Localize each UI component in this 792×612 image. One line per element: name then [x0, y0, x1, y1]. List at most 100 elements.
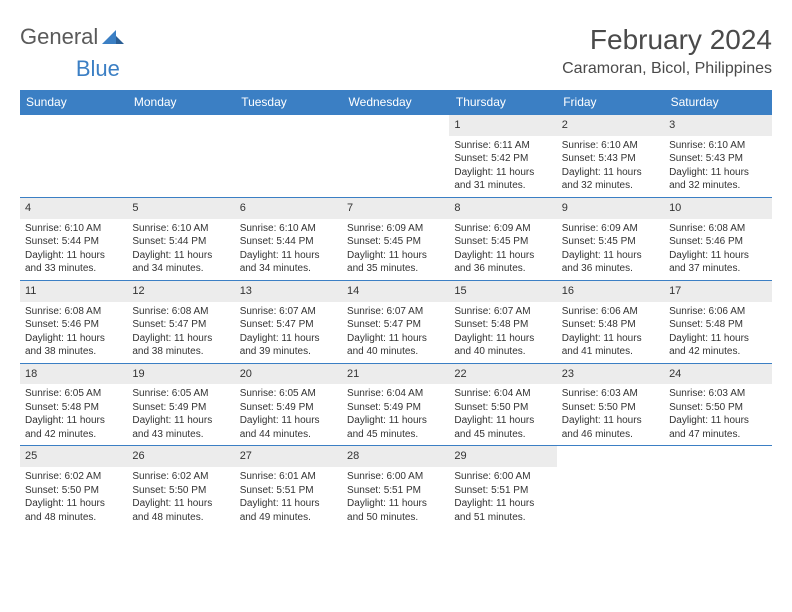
- brand-logo: General: [20, 24, 126, 50]
- day-sunset-line: Sunset: 5:50 PM: [669, 401, 766, 415]
- calendar-cell: 18Sunrise: 6:05 AMSunset: 5:48 PMDayligh…: [20, 363, 127, 446]
- day-number: 5: [127, 198, 234, 219]
- day-daylight2-line: and 34 minutes.: [132, 262, 229, 276]
- day-details: Sunrise: 6:10 AMSunset: 5:43 PMDaylight:…: [664, 136, 771, 197]
- day-details: Sunrise: 6:02 AMSunset: 5:50 PMDaylight:…: [20, 467, 127, 528]
- day-daylight2-line: and 34 minutes.: [240, 262, 337, 276]
- day-daylight1-line: Daylight: 11 hours: [132, 332, 229, 346]
- day-sunrise-line: Sunrise: 6:05 AM: [132, 387, 229, 401]
- day-sunrise-line: Sunrise: 6:07 AM: [454, 305, 551, 319]
- day-details: Sunrise: 6:05 AMSunset: 5:49 PMDaylight:…: [235, 384, 342, 445]
- day-sunrise-line: Sunrise: 6:05 AM: [25, 387, 122, 401]
- day-sunset-line: Sunset: 5:49 PM: [240, 401, 337, 415]
- day-number: 26: [127, 446, 234, 467]
- day-sunrise-line: Sunrise: 6:10 AM: [25, 222, 122, 236]
- calendar-cell: [557, 446, 664, 528]
- day-sunset-line: Sunset: 5:50 PM: [454, 401, 551, 415]
- day-daylight1-line: Daylight: 11 hours: [240, 249, 337, 263]
- day-sunrise-line: Sunrise: 6:04 AM: [454, 387, 551, 401]
- day-sunrise-line: Sunrise: 6:05 AM: [240, 387, 337, 401]
- day-details: Sunrise: 6:10 AMSunset: 5:44 PMDaylight:…: [235, 219, 342, 280]
- day-sunrise-line: Sunrise: 6:00 AM: [347, 470, 444, 484]
- calendar-body: 1Sunrise: 6:11 AMSunset: 5:42 PMDaylight…: [20, 115, 772, 529]
- day-sunset-line: Sunset: 5:50 PM: [562, 401, 659, 415]
- day-number: 2: [557, 115, 664, 136]
- day-daylight1-line: Daylight: 11 hours: [347, 332, 444, 346]
- day-sunset-line: Sunset: 5:47 PM: [240, 318, 337, 332]
- calendar-cell: 4Sunrise: 6:10 AMSunset: 5:44 PMDaylight…: [20, 197, 127, 280]
- calendar-page: General February 2024 Caramoran, Bicol, …: [0, 0, 792, 548]
- calendar-cell: 28Sunrise: 6:00 AMSunset: 5:51 PMDayligh…: [342, 446, 449, 528]
- calendar-cell: [127, 115, 234, 198]
- day-details: Sunrise: 6:06 AMSunset: 5:48 PMDaylight:…: [664, 302, 771, 363]
- day-daylight1-line: Daylight: 11 hours: [347, 249, 444, 263]
- day-details: Sunrise: 6:07 AMSunset: 5:47 PMDaylight:…: [342, 302, 449, 363]
- day-sunrise-line: Sunrise: 6:03 AM: [669, 387, 766, 401]
- day-daylight1-line: Daylight: 11 hours: [240, 332, 337, 346]
- day-number: 12: [127, 281, 234, 302]
- calendar-cell: 19Sunrise: 6:05 AMSunset: 5:49 PMDayligh…: [127, 363, 234, 446]
- day-details: Sunrise: 6:07 AMSunset: 5:47 PMDaylight:…: [235, 302, 342, 363]
- day-daylight1-line: Daylight: 11 hours: [25, 332, 122, 346]
- day-sunset-line: Sunset: 5:44 PM: [25, 235, 122, 249]
- day-sunset-line: Sunset: 5:45 PM: [347, 235, 444, 249]
- calendar-cell: [235, 115, 342, 198]
- calendar-cell: 16Sunrise: 6:06 AMSunset: 5:48 PMDayligh…: [557, 280, 664, 363]
- calendar-cell: 21Sunrise: 6:04 AMSunset: 5:49 PMDayligh…: [342, 363, 449, 446]
- calendar-cell: [20, 115, 127, 198]
- day-details: [20, 133, 127, 140]
- day-daylight2-line: and 38 minutes.: [25, 345, 122, 359]
- day-details: Sunrise: 6:04 AMSunset: 5:50 PMDaylight:…: [449, 384, 556, 445]
- day-daylight2-line: and 42 minutes.: [669, 345, 766, 359]
- day-daylight2-line: and 38 minutes.: [132, 345, 229, 359]
- day-sunset-line: Sunset: 5:48 PM: [25, 401, 122, 415]
- day-sunrise-line: Sunrise: 6:10 AM: [240, 222, 337, 236]
- day-daylight1-line: Daylight: 11 hours: [132, 497, 229, 511]
- day-number: [20, 115, 127, 133]
- day-daylight2-line: and 32 minutes.: [669, 179, 766, 193]
- dayhdr-fri: Friday: [557, 90, 664, 115]
- day-daylight1-line: Daylight: 11 hours: [562, 414, 659, 428]
- day-details: Sunrise: 6:06 AMSunset: 5:48 PMDaylight:…: [557, 302, 664, 363]
- day-number: 6: [235, 198, 342, 219]
- day-daylight1-line: Daylight: 11 hours: [347, 497, 444, 511]
- day-sunset-line: Sunset: 5:50 PM: [132, 484, 229, 498]
- day-sunset-line: Sunset: 5:48 PM: [562, 318, 659, 332]
- day-sunrise-line: Sunrise: 6:09 AM: [347, 222, 444, 236]
- calendar-cell: 12Sunrise: 6:08 AMSunset: 5:47 PMDayligh…: [127, 280, 234, 363]
- day-number: 27: [235, 446, 342, 467]
- day-details: Sunrise: 6:01 AMSunset: 5:51 PMDaylight:…: [235, 467, 342, 528]
- day-daylight1-line: Daylight: 11 hours: [669, 249, 766, 263]
- day-sunset-line: Sunset: 5:47 PM: [132, 318, 229, 332]
- calendar-cell: 5Sunrise: 6:10 AMSunset: 5:44 PMDaylight…: [127, 197, 234, 280]
- day-details: Sunrise: 6:08 AMSunset: 5:46 PMDaylight:…: [20, 302, 127, 363]
- day-daylight2-line: and 46 minutes.: [562, 428, 659, 442]
- day-details: Sunrise: 6:09 AMSunset: 5:45 PMDaylight:…: [449, 219, 556, 280]
- dayhdr-mon: Monday: [127, 90, 234, 115]
- day-daylight1-line: Daylight: 11 hours: [562, 249, 659, 263]
- calendar-week-row: 25Sunrise: 6:02 AMSunset: 5:50 PMDayligh…: [20, 446, 772, 528]
- day-sunset-line: Sunset: 5:44 PM: [132, 235, 229, 249]
- calendar-cell: 27Sunrise: 6:01 AMSunset: 5:51 PMDayligh…: [235, 446, 342, 528]
- day-sunset-line: Sunset: 5:46 PM: [25, 318, 122, 332]
- day-daylight2-line: and 45 minutes.: [347, 428, 444, 442]
- day-sunset-line: Sunset: 5:45 PM: [454, 235, 551, 249]
- day-number: 23: [557, 364, 664, 385]
- day-sunrise-line: Sunrise: 6:07 AM: [347, 305, 444, 319]
- day-number: 1: [449, 115, 556, 136]
- day-sunset-line: Sunset: 5:43 PM: [562, 152, 659, 166]
- day-daylight2-line: and 43 minutes.: [132, 428, 229, 442]
- day-details: [342, 133, 449, 140]
- day-daylight1-line: Daylight: 11 hours: [25, 497, 122, 511]
- day-daylight2-line: and 31 minutes.: [454, 179, 551, 193]
- day-details: Sunrise: 6:00 AMSunset: 5:51 PMDaylight:…: [342, 467, 449, 528]
- day-details: Sunrise: 6:00 AMSunset: 5:51 PMDaylight:…: [449, 467, 556, 528]
- day-daylight1-line: Daylight: 11 hours: [132, 414, 229, 428]
- day-number: 16: [557, 281, 664, 302]
- day-details: Sunrise: 6:11 AMSunset: 5:42 PMDaylight:…: [449, 136, 556, 197]
- calendar-cell: [342, 115, 449, 198]
- day-sunset-line: Sunset: 5:46 PM: [669, 235, 766, 249]
- day-number: 4: [20, 198, 127, 219]
- day-details: [235, 133, 342, 140]
- day-daylight2-line: and 39 minutes.: [240, 345, 337, 359]
